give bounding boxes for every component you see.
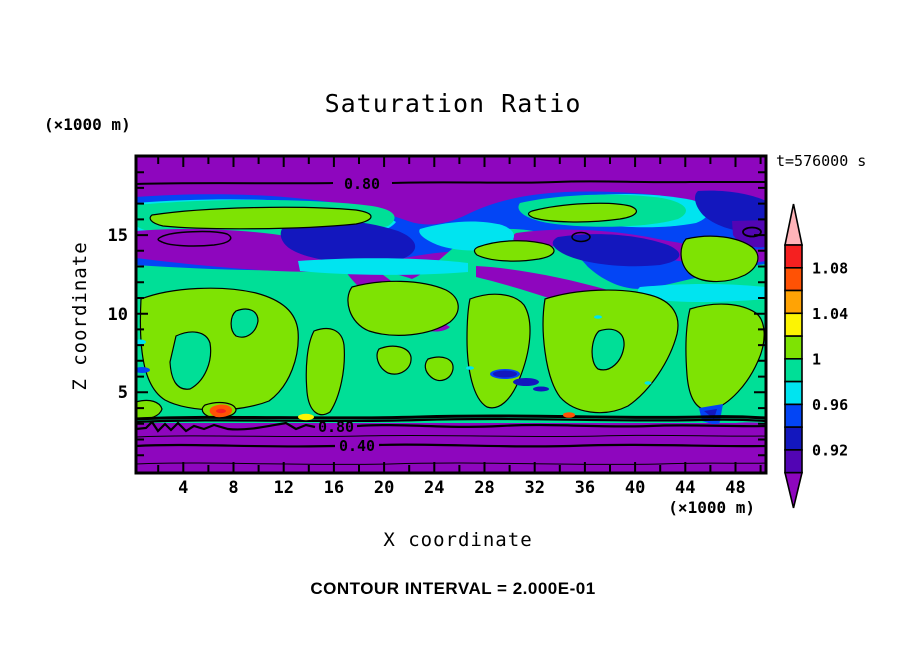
red-core (216, 408, 226, 414)
y-axis-unit-label: (×1000 m) (44, 115, 131, 134)
contour-label-top: 0.80 (344, 175, 380, 193)
axes: 4 8 12 16 20 24 28 32 36 40 44 48 15 10 … (108, 154, 768, 498)
x-tick-label: 44 (675, 478, 695, 498)
ygreen-blob-leftbig (139, 287, 299, 411)
x-ticks-top-major (182, 156, 737, 167)
cyan-dot-1 (466, 366, 474, 370)
time-stamp-label: t=576000 s (776, 152, 866, 170)
navy-patch-left (280, 220, 416, 264)
colorbar-label: 1.04 (812, 305, 848, 323)
colorbar-label: 0.96 (812, 396, 848, 414)
colorbar-label: 1.08 (812, 260, 848, 278)
colorbar-arrow-bottom (783, 471, 804, 509)
ygreen-lens-topleft (149, 206, 372, 230)
x-ticks-bottom-minor (157, 465, 762, 473)
x-tick-label: 32 (524, 478, 544, 498)
cyan-dot-2 (594, 315, 602, 319)
colorbar-arrow-top (784, 203, 803, 246)
x-tick-label: 28 (474, 478, 494, 498)
contour-oval-left (157, 230, 232, 247)
contour-field: 0.80 0.80 0.40 (136, 156, 766, 473)
x-tick-label: 4 (178, 478, 188, 498)
cyan-strip-rightlow (637, 284, 766, 302)
x-axis-unit-label: (×1000 m) (668, 498, 755, 517)
y-ticks-left-major (136, 234, 148, 394)
navy-dash-2 (513, 378, 539, 386)
colorbar-segment-orangered (784, 266, 803, 292)
cyan-dash-leftedge (136, 339, 146, 345)
colorbar-segment-springgreen (784, 357, 803, 383)
x-axis-title: X coordinate (383, 529, 532, 551)
cyan-strip-underband (298, 258, 468, 275)
contour-label-bottom-040: 0.40 (339, 437, 375, 455)
x-tick-label: 16 (324, 478, 344, 498)
blue-dash-leftedge (136, 367, 150, 373)
navy-dash-1 (493, 370, 517, 378)
orange-dot-right (563, 412, 575, 418)
bottom-purple-layer (136, 422, 766, 473)
navy-dash-3 (533, 386, 549, 392)
ygreen-blob-righttop (680, 235, 759, 283)
x-tick-label: 36 (575, 478, 595, 498)
contour-line-060 (136, 434, 766, 438)
contour-label-bottom-080: 0.80 (318, 418, 354, 436)
x-tick-label: 48 (725, 478, 745, 498)
ygreen-blob-small-1 (376, 345, 412, 375)
colorbar: 1.08 1.04 1 0.96 0.92 (783, 203, 848, 509)
contour-line-top-080 (136, 180, 766, 185)
colorbar-label: 1 (812, 351, 821, 369)
bottom-fringe-blue (136, 417, 766, 424)
cyan-dot-3 (644, 381, 652, 385)
colorbar-segment-navy (784, 426, 803, 451)
x-tick-label: 24 (424, 478, 444, 498)
y-tick-label: 5 (118, 383, 128, 403)
ygreen-blob-mid (347, 280, 459, 336)
x-tick-label: 40 (625, 478, 645, 498)
colorbar-segment-yellowgreen (784, 335, 803, 360)
contour-interval-note: CONTOUR INTERVAL = 2.000E-01 (310, 579, 595, 598)
bottom-fringe-cyan (136, 414, 766, 421)
y-tick-label: 10 (108, 305, 128, 325)
x-ticks-top-minor (157, 156, 762, 164)
y-tick-label: 15 (108, 226, 128, 246)
y-axis-title: Z coordinate (69, 241, 91, 390)
yellow-lens (298, 413, 314, 421)
ygreen-blob-small-2 (424, 356, 454, 382)
contour-line-040 (136, 443, 766, 448)
colorbar-segment-cyan (784, 380, 803, 406)
x-tick-label: 8 (228, 478, 238, 498)
ygreen-blob-center (466, 293, 531, 409)
ygreen-lens-mid (473, 240, 555, 262)
colorbar-segment-red (784, 244, 803, 269)
y-ticks-right-major (754, 234, 766, 394)
contour-oval-right (742, 226, 762, 238)
y-ticks-right-minor (758, 171, 766, 457)
colorbar-segment-indigo (784, 449, 803, 474)
ygreen-lens-topright (527, 202, 638, 223)
colorbar-segment-orange (784, 289, 803, 315)
y-ticks-left-minor (136, 171, 144, 457)
colorbar-segment-yellow (784, 312, 803, 337)
ygreen-blob-column (305, 327, 345, 416)
contour-oval-mid (571, 231, 591, 243)
colorbar-segment-blue (784, 403, 803, 428)
x-tick-label: 12 (273, 478, 293, 498)
x-tick-label: 20 (374, 478, 394, 498)
ygreen-blob-right (685, 303, 765, 411)
x-ticks-bottom-major (182, 462, 737, 473)
ygreen-blob-rightbig (542, 289, 679, 414)
colorbar-label: 0.92 (812, 442, 848, 460)
chart-title: Saturation Ratio (325, 89, 582, 118)
contour-line-bottom-080 (136, 420, 766, 433)
navy-patch-mid (552, 234, 680, 267)
